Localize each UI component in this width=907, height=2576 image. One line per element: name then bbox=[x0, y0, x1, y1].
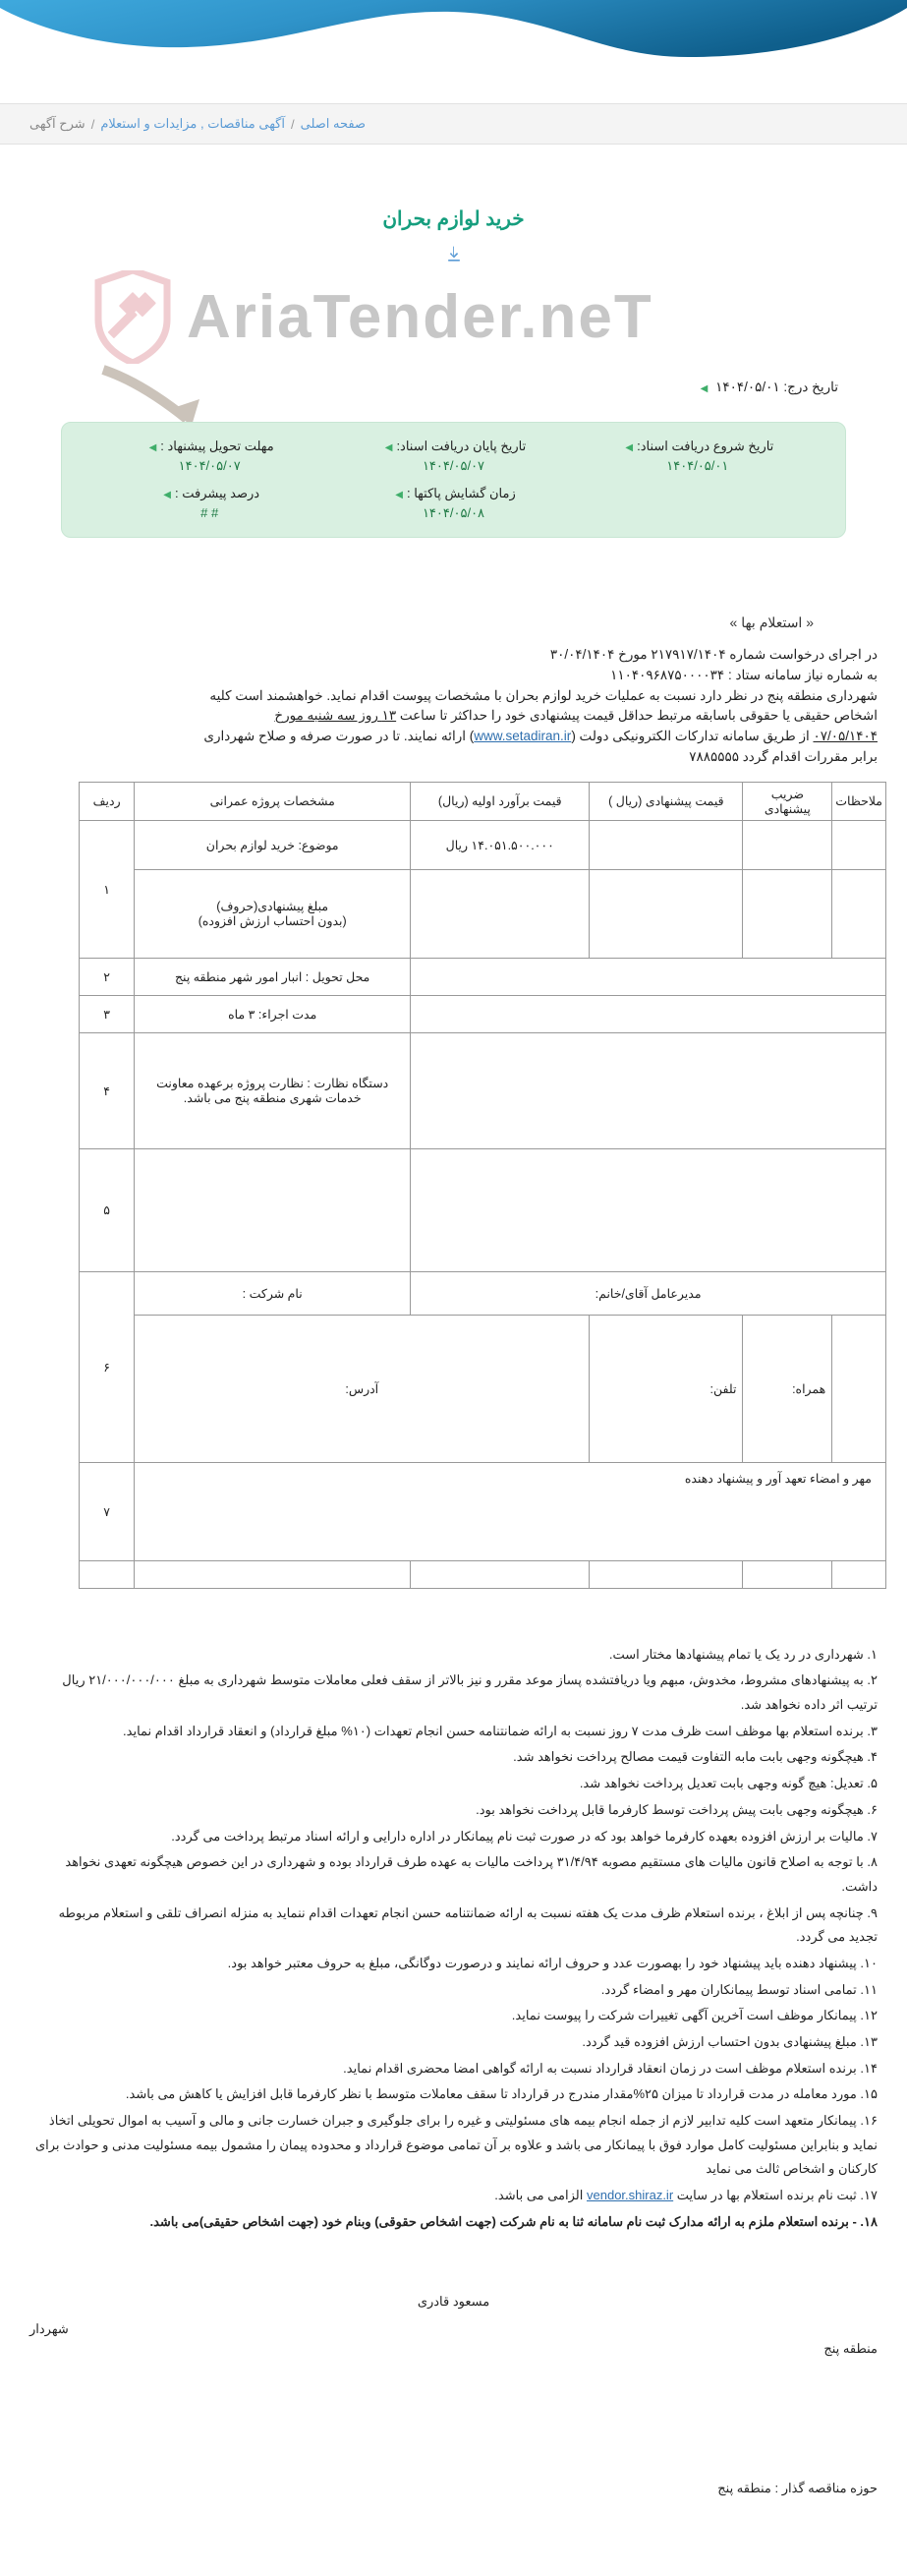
svg-text:AriaTender.neT: AriaTender.neT bbox=[187, 283, 653, 351]
